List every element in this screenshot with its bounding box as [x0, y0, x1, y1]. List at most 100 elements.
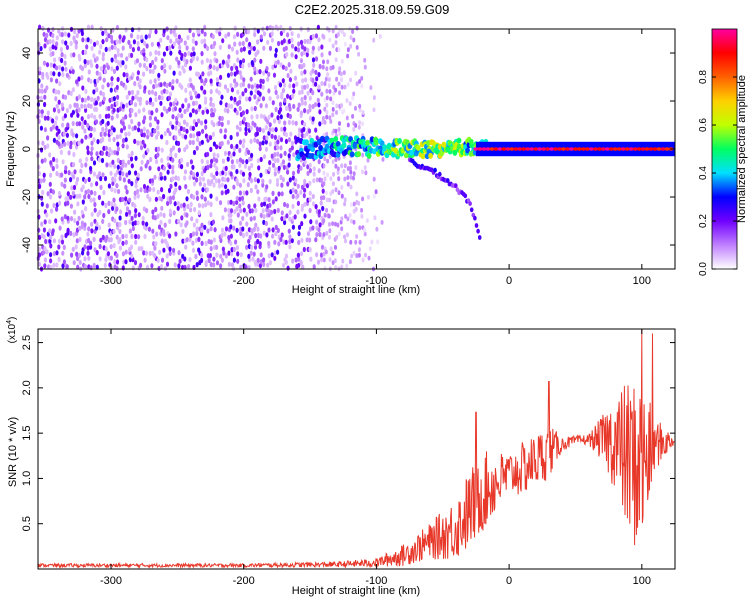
heatmap-cell: [229, 134, 233, 141]
heatmap-cell: [245, 211, 249, 217]
heatmap-cell: [473, 215, 477, 221]
heatmap-cell: [317, 46, 321, 52]
heatmap-cell: [110, 76, 114, 82]
heatmap-cell: [178, 70, 182, 76]
heatmap-cell: [253, 70, 257, 76]
heatmap-cell: [211, 112, 215, 118]
heatmap-cell: [168, 246, 172, 252]
heatmap-cell: [144, 225, 148, 231]
heatmap-cell: [319, 177, 324, 183]
heatmap-cell: [160, 65, 164, 71]
heatmap-cell: [343, 84, 347, 90]
heatmap-cell: [188, 139, 192, 146]
heatmap-cell: [340, 29, 344, 35]
heatmap-cell: [217, 90, 221, 96]
heatmap-cell: [150, 131, 154, 138]
heatmap-cell: [350, 202, 353, 208]
heatmap-cell: [78, 158, 82, 164]
heatmap-cell: [40, 109, 44, 115]
heatmap-cell: [293, 214, 297, 220]
heatmap-cell: [303, 69, 307, 75]
heatmap-cell: [104, 127, 108, 133]
heatmap-cell: [200, 227, 204, 233]
heatmap-cell: [367, 255, 371, 261]
heatmap-cell: [246, 182, 250, 188]
heatmap-cell: [308, 237, 312, 243]
heatmap-cell: [236, 251, 240, 257]
heatmap-cell: [75, 79, 79, 85]
heatmap-cell: [252, 226, 256, 232]
heatmap-cell: [182, 68, 186, 74]
heatmap-cell: [80, 66, 85, 72]
heatmap-cell: [474, 223, 479, 228]
heatmap-cell: [115, 206, 119, 212]
heatmap-cell: [246, 29, 251, 35]
heatmap-cell: [103, 69, 107, 75]
heatmap-cell: [109, 244, 113, 250]
heatmap-cell: [297, 41, 301, 47]
y-tick-label: -40: [21, 237, 33, 253]
heatmap-cell: [363, 64, 367, 70]
heatmap-cell: [213, 107, 217, 113]
heatmap-cell: [58, 81, 62, 87]
heatmap-cell: [101, 218, 105, 224]
heatmap-cell: [169, 121, 173, 127]
heatmap-cell: [142, 71, 146, 77]
heatmap-cell: [300, 184, 305, 190]
heatmap-cell: [154, 241, 158, 247]
heatmap-cell: [138, 62, 142, 68]
heatmap-cell: [297, 256, 301, 262]
heatmap-cell: [317, 227, 321, 233]
heatmap-cell: [48, 181, 52, 187]
heatmap-cell: [78, 236, 82, 243]
heatmap-cell: [272, 72, 277, 78]
heatmap-cell: [325, 66, 329, 72]
heatmap-cell: [335, 76, 339, 82]
heatmap-cell: [250, 244, 254, 250]
heatmap-cell: [204, 124, 208, 130]
heatmap-cell: [180, 52, 184, 59]
heatmap-cell: [172, 247, 176, 253]
heatmap-cell: [216, 153, 220, 159]
heatmap-cell: [288, 83, 292, 89]
heatmap-cell: [264, 146, 269, 152]
heatmap-cell: [360, 83, 364, 89]
heatmap-cell: [188, 236, 192, 243]
heatmap-cell: [261, 84, 265, 91]
heatmap-cell: [248, 96, 252, 102]
heatmap-cell: [213, 51, 217, 57]
heatmap-cell: [340, 59, 344, 64]
heatmap-cell: [111, 27, 115, 33]
heatmap-cell: [235, 131, 240, 137]
heatmap-cell: [162, 51, 166, 57]
heatmap-cell: [345, 263, 349, 269]
heatmap-cell: [195, 195, 200, 201]
heatmap-cell: [48, 219, 52, 225]
heatmap-cell: [101, 30, 105, 36]
heatmap-cell: [217, 120, 221, 126]
heatmap-cell: [320, 257, 324, 263]
heatmap-cell: [296, 168, 300, 174]
heatmap-cell: [102, 212, 106, 219]
heatmap-cell: [218, 82, 222, 88]
heatmap-cell: [107, 113, 111, 119]
heatmap-cell: [315, 177, 319, 183]
heatmap-cell: [335, 103, 339, 109]
heatmap-cell: [311, 225, 315, 231]
heatmap-cell: [303, 84, 307, 90]
heatmap-cell: [247, 227, 251, 233]
heatmap-cell: [327, 213, 331, 219]
snr-series-line: [37, 328, 675, 570]
heatmap-cell: [280, 126, 284, 132]
heatmap-cell: [302, 193, 306, 199]
heatmap-cell: [236, 212, 240, 218]
heatmap-cell: [173, 262, 177, 268]
heatmap-cell: [318, 121, 322, 127]
heatmap-cell: [322, 218, 326, 224]
heatmap-cell: [142, 126, 146, 132]
heatmap-cell: [130, 27, 135, 33]
heatmap-cell: [227, 103, 231, 109]
heatmap-cell: [303, 95, 307, 101]
heatmap-cell: [86, 231, 90, 237]
heatmap-cell: [105, 234, 109, 241]
